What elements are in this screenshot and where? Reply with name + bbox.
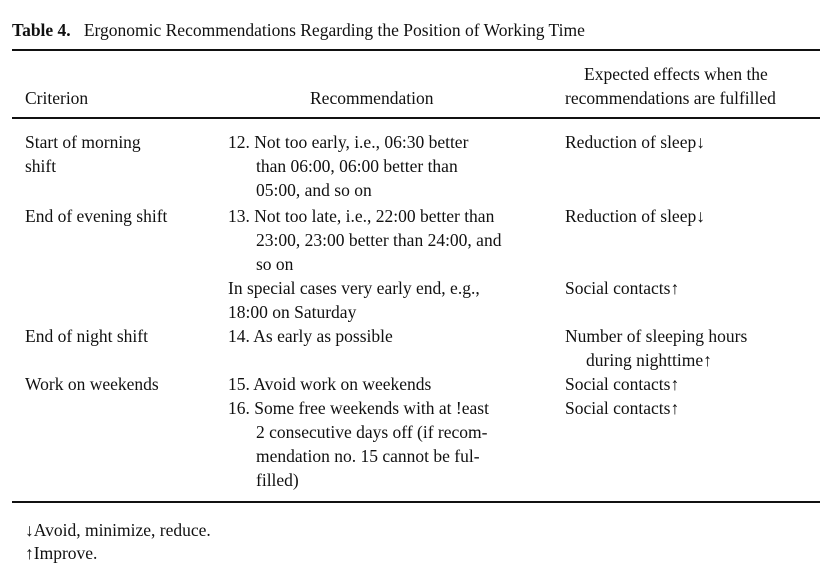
criterion-cell: shift xyxy=(25,156,57,176)
recommendation-cell: than 06:00, 06:00 better than xyxy=(256,156,458,176)
recommendation-cell: 2 consecutive days off (if recom- xyxy=(256,422,488,442)
recommendation-cell: 15. Avoid work on weekends xyxy=(228,374,432,394)
recommendation-cell: 23:00, 23:00 better than 24:00, and xyxy=(256,230,502,250)
criterion-cell: Start of morning xyxy=(25,132,141,152)
effect-cell: during nighttime↑ xyxy=(586,350,712,370)
recommendation-cell: In special cases very early end, e.g., xyxy=(228,278,480,298)
table-title: Ergonomic Recommendations Regarding the … xyxy=(83,20,585,40)
header-criterion: Criterion xyxy=(25,88,89,108)
header-effects-line1: Expected effects when the xyxy=(584,64,768,84)
recommendation-cell: mendation no. 15 cannot be ful- xyxy=(256,446,480,466)
footnote-down: ↓Avoid, minimize, reduce. xyxy=(25,520,211,540)
criterion-cell: Work on weekends xyxy=(25,374,159,394)
top-rule xyxy=(12,49,820,51)
criterion-cell: End of evening shift xyxy=(25,206,168,226)
recommendation-cell: so on xyxy=(256,254,294,274)
recommendation-cell: 12. Not too early, i.e., 06:30 better xyxy=(228,132,469,152)
recommendation-cell: 13. Not too late, i.e., 22:00 better tha… xyxy=(228,206,495,226)
recommendation-cell: 14. As early as possible xyxy=(228,326,393,346)
recommendation-cell: 05:00, and so on xyxy=(256,180,372,200)
effect-cell: Social contacts↑ xyxy=(565,278,680,298)
criterion-cell: End of night shift xyxy=(25,326,148,346)
header-effects-line2: recommendations are fulfilled xyxy=(565,88,776,108)
effect-cell: Reduction of sleep↓ xyxy=(565,132,705,152)
table-label: Table 4. xyxy=(12,20,71,40)
effect-cell: Social contacts↑ xyxy=(565,398,680,418)
effect-cell: Number of sleeping hours xyxy=(565,326,748,346)
table-caption: Table 4. Ergonomic Recommendations Regar… xyxy=(12,18,585,42)
footnote-up: ↑Improve. xyxy=(25,543,98,563)
effect-cell: Reduction of sleep↓ xyxy=(565,206,705,226)
header-recommendation: Recommendation xyxy=(310,88,434,108)
recommendation-cell: 16. Some free weekends with at !east xyxy=(228,398,489,418)
recommendation-cell: filled) xyxy=(256,470,299,490)
effect-cell: Social contacts↑ xyxy=(565,374,680,394)
header-rule xyxy=(12,117,820,119)
recommendation-cell: 18:00 on Saturday xyxy=(228,302,357,322)
bottom-rule xyxy=(12,501,820,503)
